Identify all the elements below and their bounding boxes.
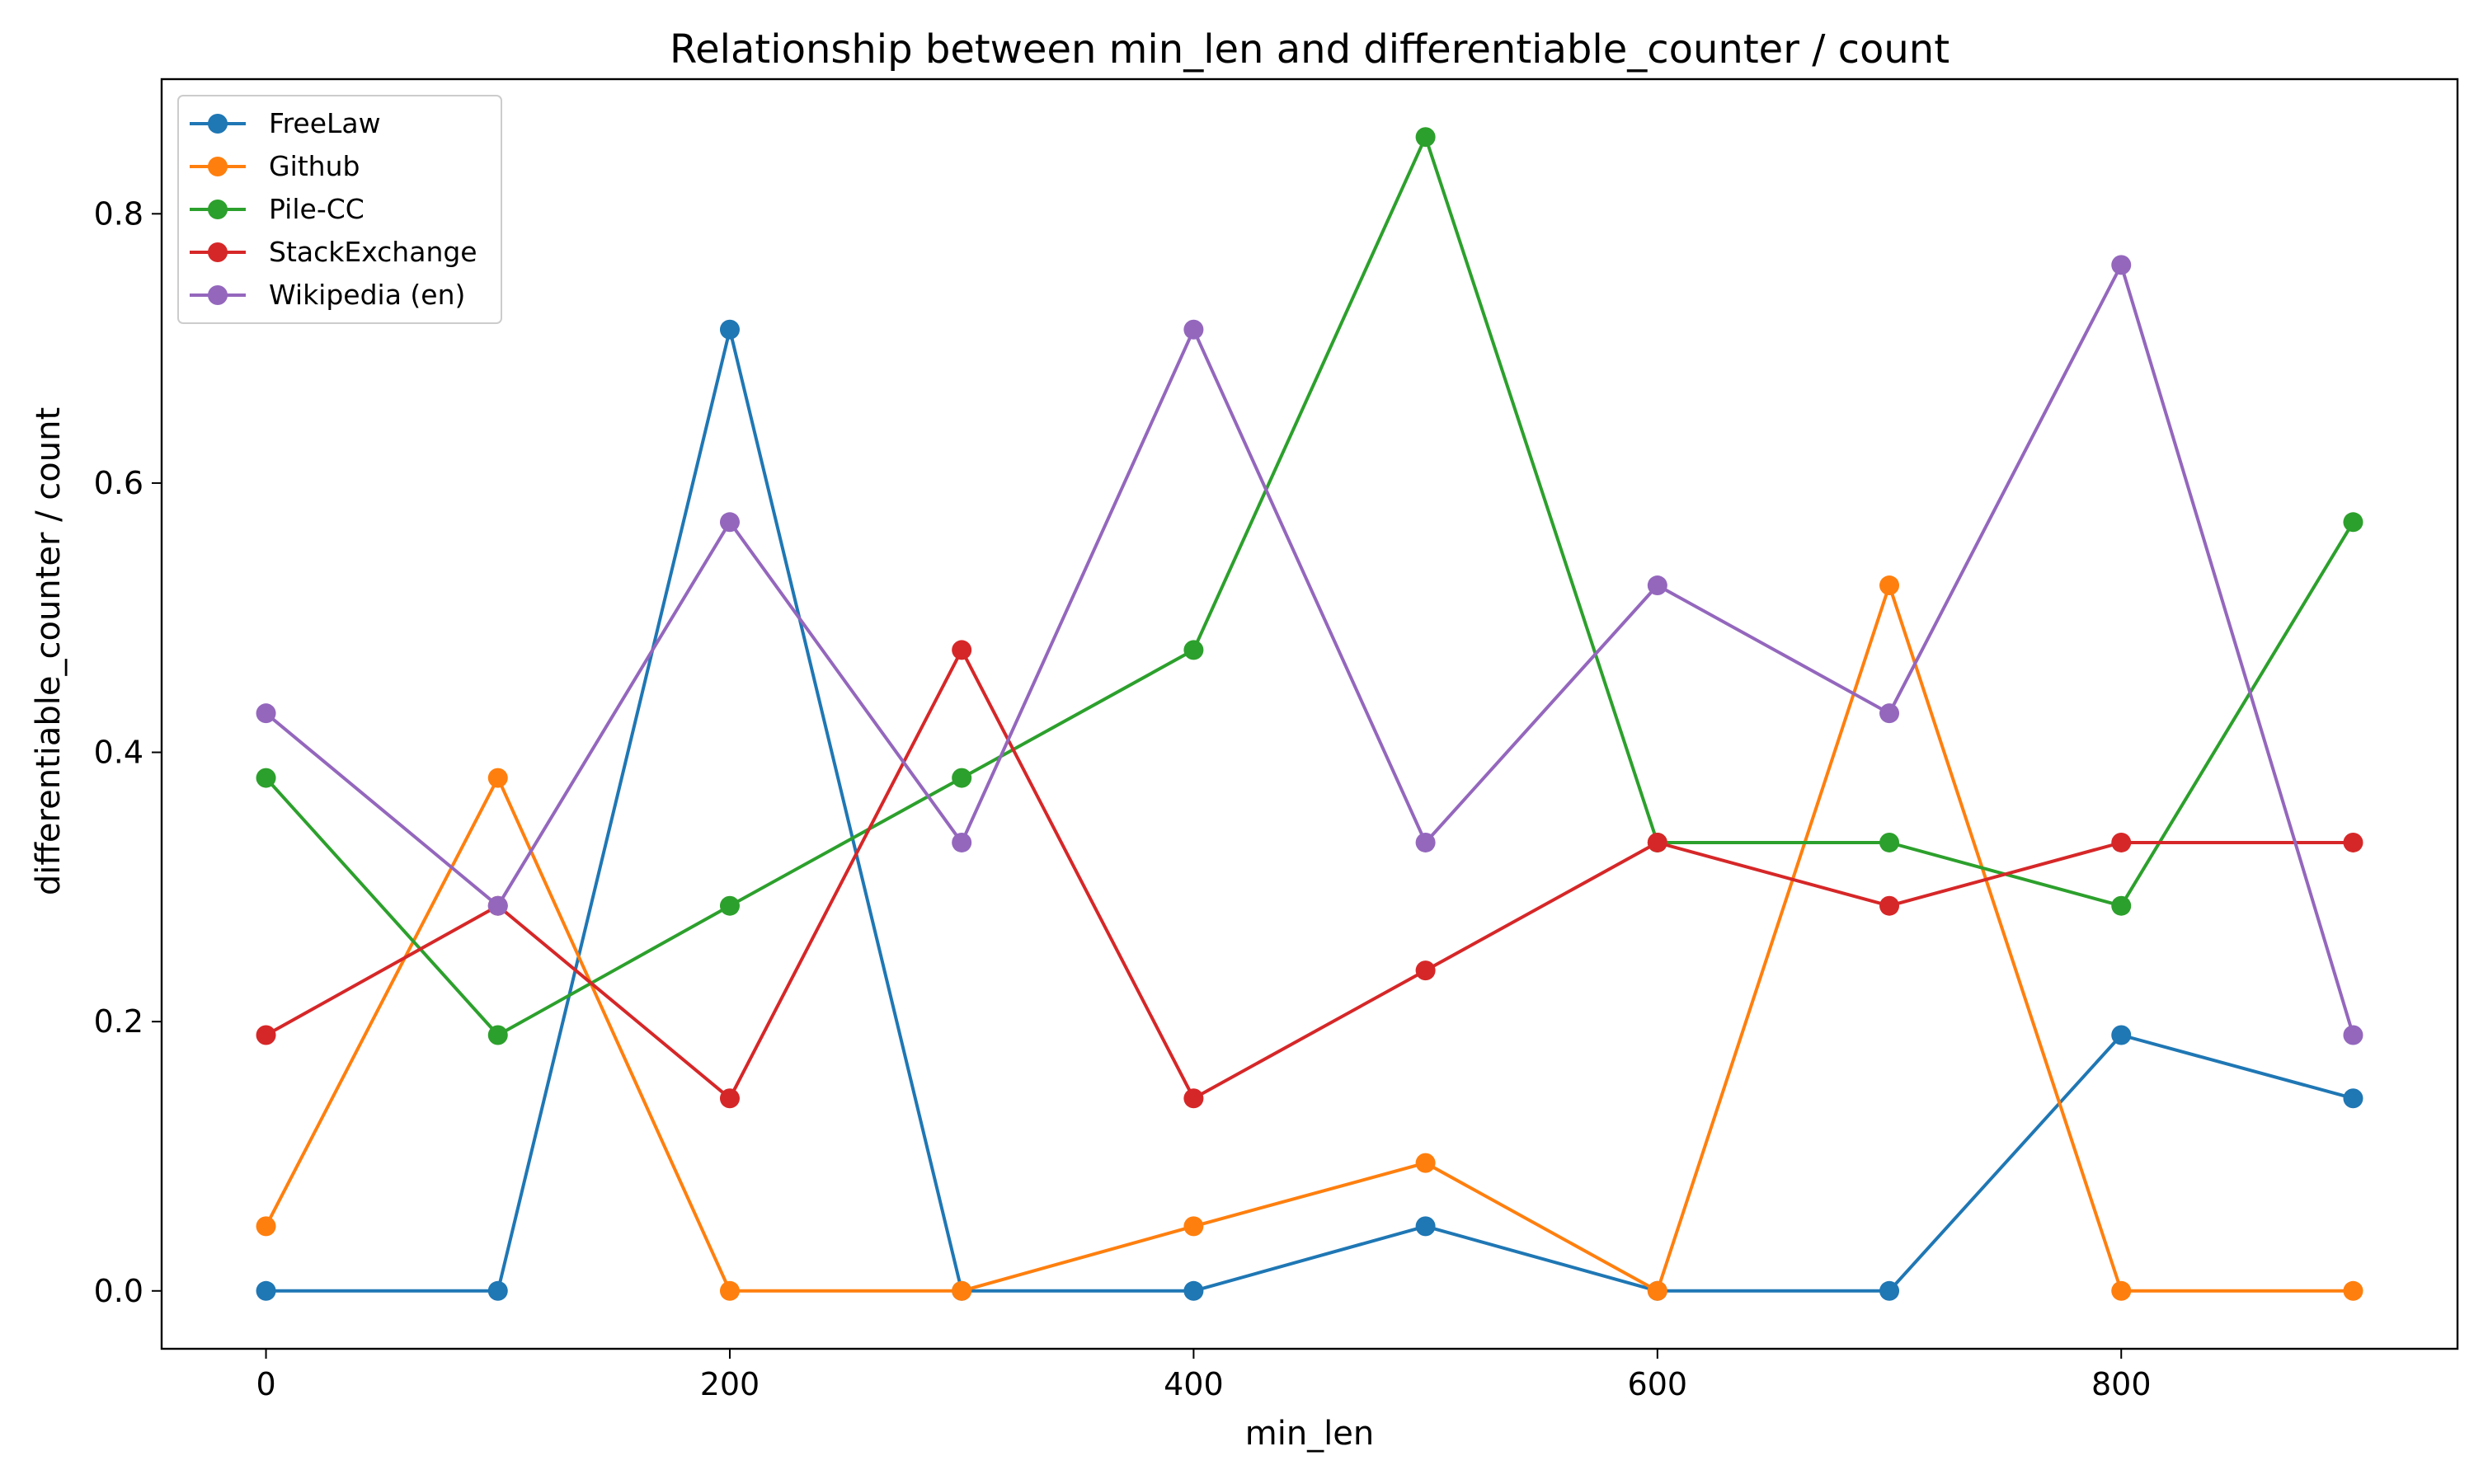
data-point-stackexchange (2343, 832, 2363, 852)
data-point-wikipedia-en (1647, 575, 1667, 596)
data-point-freelaw (2111, 1025, 2132, 1045)
series-line-stackexchange (265, 648, 2354, 1101)
data-point-pile-cc (952, 768, 972, 788)
series-line-github (264, 584, 2354, 1293)
plot-area (160, 77, 2459, 1350)
data-point-freelaw (719, 319, 740, 340)
data-point-freelaw (256, 1280, 276, 1301)
data-point-stackexchange (1415, 960, 1436, 981)
data-point-wikipedia-en (952, 832, 972, 852)
data-point-wikipedia-en (487, 895, 508, 916)
legend-label-wikipedia-en: Wikipedia (en) (269, 279, 465, 311)
data-point-wikipedia-en (2111, 255, 2132, 275)
data-point-wikipedia-en (2343, 1025, 2363, 1045)
y-tick-label: 0.4 (94, 735, 143, 771)
legend-marker-freelaw (208, 114, 228, 134)
series-line-freelaw (266, 327, 2354, 1293)
data-point-github (487, 768, 508, 788)
data-point-github (952, 1280, 972, 1301)
data-point-github (2111, 1280, 2132, 1301)
data-point-pile-cc (487, 1025, 508, 1045)
legend-label-freelaw: FreeLaw (269, 107, 381, 139)
data-point-pile-cc (256, 768, 276, 788)
x-tick-label: 200 (700, 1366, 760, 1402)
series-github (256, 575, 2363, 1301)
data-point-github (256, 1216, 276, 1237)
legend: FreeLaw Github Pile-CC StackExchange Wikiped… (177, 95, 502, 324)
legend-marker-wikipedia-en (208, 285, 228, 305)
data-point-stackexchange (719, 1088, 740, 1109)
y-tick-label: 0.8 (94, 195, 143, 232)
data-point-stackexchange (1183, 1088, 1204, 1109)
y-tick-label: 0.0 (94, 1273, 143, 1309)
data-point-pile-cc (2343, 512, 2363, 533)
data-point-wikipedia-en (1879, 703, 1900, 724)
data-point-pile-cc (2111, 895, 2132, 916)
data-point-pile-cc (1879, 832, 1900, 852)
data-point-freelaw (1415, 1216, 1436, 1237)
series-layer (256, 127, 2363, 1301)
chart-title: Relationship between min_len and differe… (670, 26, 1950, 73)
series-freelaw (256, 319, 2363, 1301)
series-wikipedia-en (256, 255, 2363, 1045)
legend-label-stackexchange: StackExchange (269, 236, 477, 268)
data-point-pile-cc (1183, 640, 1204, 660)
data-point-stackexchange (952, 640, 972, 660)
data-point-github (1183, 1216, 1204, 1237)
data-point-stackexchange (1879, 895, 1900, 916)
y-tick-label: 0.6 (94, 465, 143, 501)
data-point-freelaw (1183, 1280, 1204, 1301)
data-point-github (1879, 575, 1900, 596)
y-tick-label: 0.2 (94, 1003, 143, 1040)
legend-box (177, 95, 502, 324)
y-axis: 0.0 0.2 0.4 0.6 0.8 (94, 195, 162, 1309)
data-point-github (1415, 1153, 1436, 1173)
legend-marker-github (208, 157, 228, 176)
data-point-github (1647, 1280, 1667, 1301)
data-point-wikipedia-en (1183, 319, 1204, 340)
legend-label-github: Github (269, 150, 360, 182)
data-point-github (719, 1280, 740, 1301)
data-point-freelaw (1879, 1280, 1900, 1301)
x-tick-label: 0 (256, 1366, 275, 1402)
y-axis-label: differentiable_counter / count (30, 407, 68, 895)
data-point-pile-cc (1415, 127, 1436, 148)
data-point-stackexchange (2111, 832, 2132, 852)
x-axis-label: min_len (1245, 1415, 1375, 1453)
legend-label-pile-cc: Pile-CC (269, 193, 365, 225)
data-point-stackexchange (256, 1025, 276, 1045)
legend-marker-stackexchange (208, 242, 228, 262)
x-tick-label: 800 (2091, 1366, 2152, 1402)
x-tick-label: 600 (1628, 1366, 1688, 1402)
legend-marker-pile-cc (208, 200, 228, 219)
series-line-wikipedia-en (265, 263, 2355, 1036)
x-tick-label: 400 (1164, 1366, 1224, 1402)
data-point-freelaw (487, 1280, 508, 1301)
data-point-pile-cc (719, 895, 740, 916)
data-point-freelaw (2343, 1088, 2363, 1109)
x-axis: 0 200 400 600 800 (256, 1349, 2152, 1402)
data-point-wikipedia-en (719, 512, 740, 533)
data-point-github (2343, 1280, 2363, 1301)
data-point-wikipedia-en (256, 703, 276, 724)
data-point-wikipedia-en (1415, 832, 1436, 852)
plot-frame (160, 77, 2459, 1350)
data-point-stackexchange (1647, 832, 1667, 852)
